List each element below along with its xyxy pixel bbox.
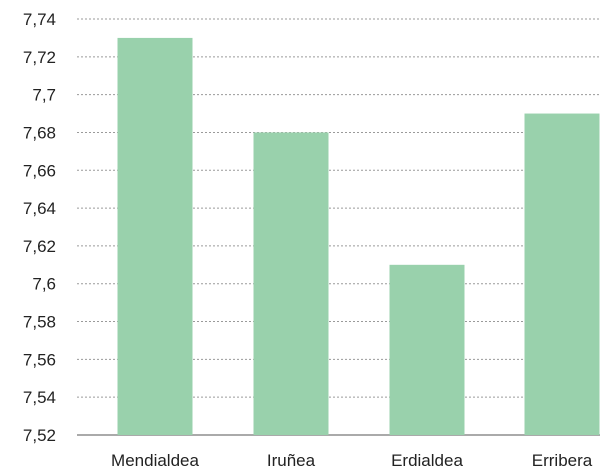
y-tick-label: 7,7 [32, 86, 56, 105]
y-tick-label: 7,52 [23, 426, 56, 445]
y-tick-label: 7,54 [23, 388, 56, 407]
x-category-label: Iruñea [267, 451, 316, 470]
bar-mendialdea [117, 37, 193, 436]
y-tick-label: 7,58 [23, 313, 56, 332]
x-axis-categories: Mendialdea Iruñea Erdialdea Erribera [111, 451, 593, 470]
y-tick-label: 7,6 [32, 275, 56, 294]
y-axis-ticks: 7,52 7,54 7,56 7,58 7,6 7,62 7,64 7,66 7,68 7,7 7,… [23, 10, 56, 445]
grid-lines [77, 18, 600, 436]
bar-iruñea [253, 132, 329, 436]
bars [117, 37, 600, 436]
bar-erribera [524, 113, 600, 435]
y-tick-label: 7,68 [23, 123, 56, 142]
y-tick-label: 7,64 [23, 199, 56, 218]
bar-erdialdea [389, 264, 465, 435]
y-tick-label: 7,72 [23, 48, 56, 67]
x-category-label: Mendialdea [111, 451, 199, 470]
x-category-label: Erribera [532, 451, 593, 470]
y-tick-label: 7,62 [23, 237, 56, 256]
x-category-label: Erdialdea [391, 451, 463, 470]
y-tick-label: 7,74 [23, 10, 56, 29]
y-tick-label: 7,66 [23, 161, 56, 180]
y-tick-label: 7,56 [23, 350, 56, 369]
